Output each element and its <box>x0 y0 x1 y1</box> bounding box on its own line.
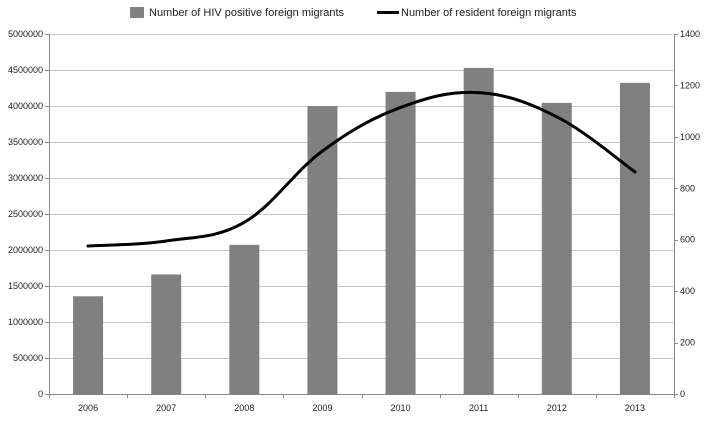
left-tick-label: 2500000 <box>8 209 43 219</box>
bar-series <box>73 67 650 395</box>
right-tick-label: 800 <box>680 183 695 193</box>
bar-2011 <box>463 67 494 394</box>
legend-label-resident: Number of resident foreign migrants <box>401 7 577 19</box>
legend-swatch-hiv <box>130 7 144 18</box>
x-tick-label-2011: 2011 <box>469 403 488 413</box>
left-tick-label: 1500000 <box>8 281 43 291</box>
left-tick-label: 3500000 <box>8 137 43 147</box>
x-tick-label-2012: 2012 <box>547 403 567 413</box>
x-tick-label-2006: 2006 <box>78 403 98 413</box>
x-axis-ticks: 2006 2007 2008 2009 2010 2011 2012 2013 <box>49 394 675 413</box>
line-point-2007 <box>164 239 168 243</box>
right-tick-label: 1000 <box>680 132 700 142</box>
x-tick-label-2008: 2008 <box>234 403 254 413</box>
right-tick-label: 0 <box>680 389 685 399</box>
line-point-2009 <box>320 149 324 153</box>
line-point-2010 <box>399 105 403 109</box>
left-axis-ticks: 0 500000 1000000 1500000 2000000 2500000 30000… <box>8 29 49 399</box>
line-resident-migrants <box>86 90 637 248</box>
right-tick-label: 200 <box>680 338 695 348</box>
line-point-2006 <box>86 244 90 248</box>
gridlines <box>49 34 674 395</box>
bar-2013 <box>619 82 650 394</box>
left-tick-label: 1000000 <box>8 317 43 327</box>
left-tick-label: 500000 <box>13 353 43 363</box>
bar-2009 <box>307 106 338 394</box>
bar-2006 <box>73 296 104 394</box>
right-tick-label: 600 <box>680 235 695 245</box>
legend: Number of HIV positive foreign migrants … <box>130 7 577 19</box>
right-tick-label: 400 <box>680 286 695 296</box>
left-tick-label: 4000000 <box>8 101 43 111</box>
x-tick-label-2013: 2013 <box>625 403 645 413</box>
left-tick-label: 4500000 <box>8 65 43 75</box>
legend-label-hiv: Number of HIV positive foreign migrants <box>149 7 345 19</box>
x-tick-label-2007: 2007 <box>156 403 176 413</box>
left-tick-label: 0 <box>38 389 43 399</box>
x-tick-label-2009: 2009 <box>312 403 332 413</box>
left-tick-label: 5000000 <box>8 29 43 39</box>
bar-2007 <box>151 274 182 394</box>
left-tick-label: 3000000 <box>8 173 43 183</box>
left-tick-label: 2000000 <box>8 245 43 255</box>
x-tick-label-2010: 2010 <box>391 403 411 413</box>
bar-2012 <box>541 102 572 395</box>
bar-2010 <box>385 91 416 394</box>
line-point-2013 <box>633 170 637 174</box>
line-point-2012 <box>555 115 559 119</box>
bar-2008 <box>229 244 260 394</box>
axes <box>49 34 675 395</box>
line-series <box>86 90 637 248</box>
right-axis-ticks: 0 200 400 600 800 1000 1200 1400 <box>674 29 700 399</box>
line-point-2011 <box>477 91 481 95</box>
line-point-2008 <box>242 220 246 224</box>
right-tick-label: 1200 <box>680 80 700 90</box>
right-tick-label: 1400 <box>680 29 700 39</box>
